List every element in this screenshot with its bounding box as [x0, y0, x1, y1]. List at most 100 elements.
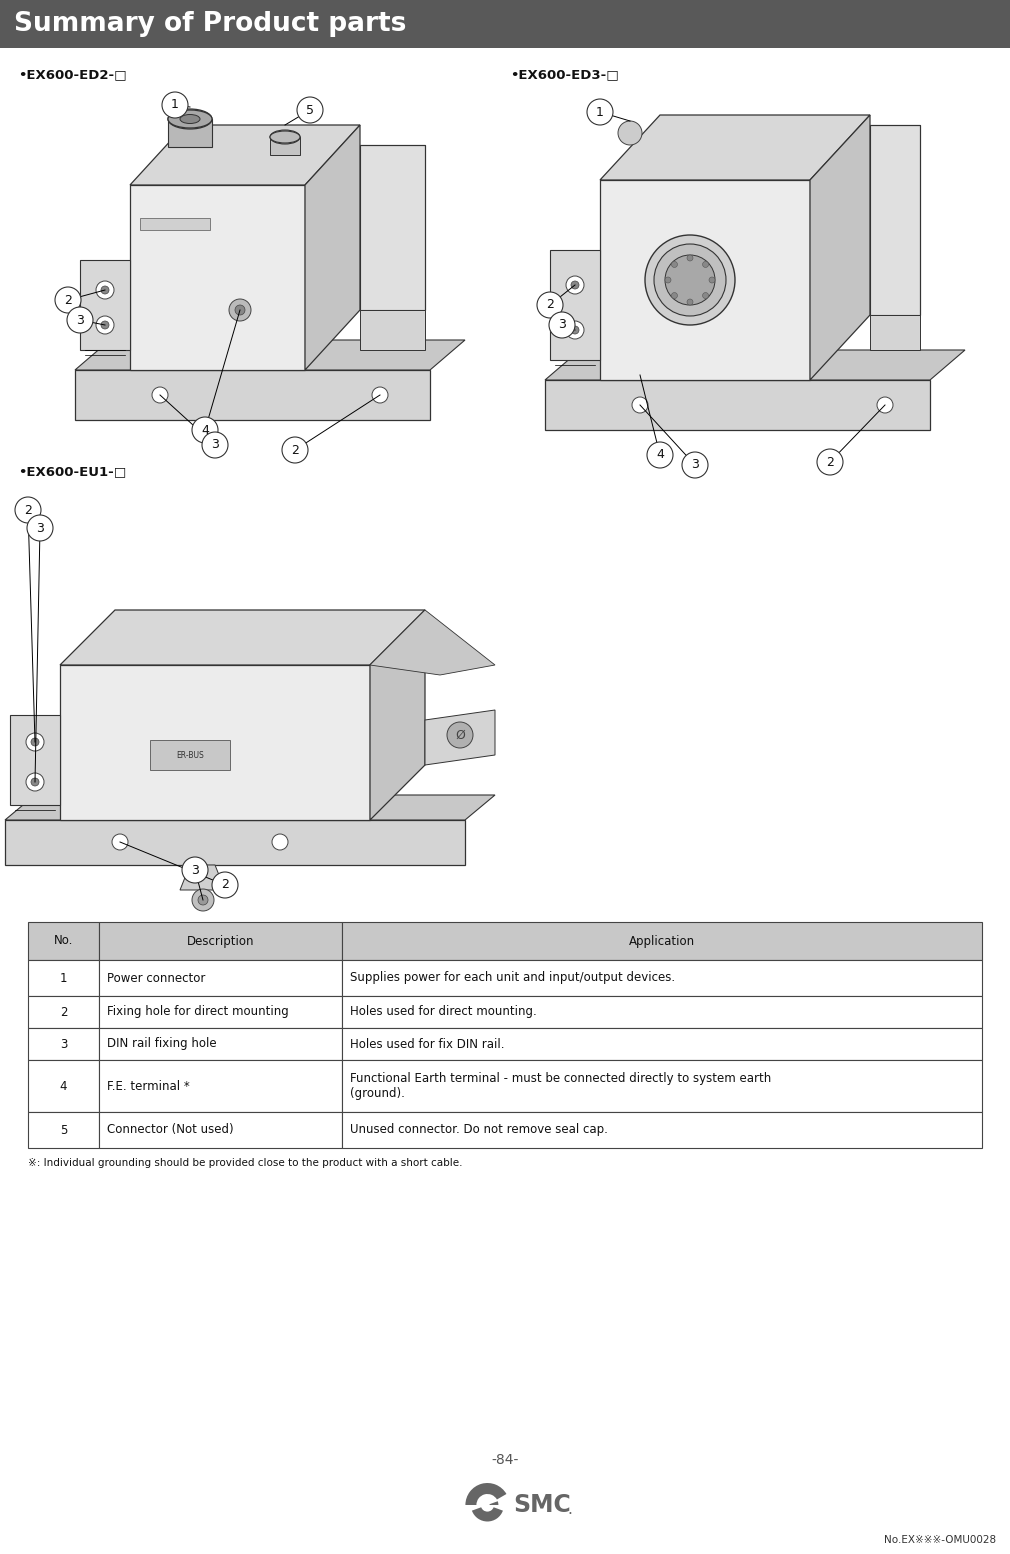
Text: Description: Description [187, 934, 255, 948]
Ellipse shape [180, 115, 200, 123]
Text: 2: 2 [64, 294, 72, 306]
Circle shape [112, 834, 128, 850]
Circle shape [31, 738, 39, 746]
Text: ER-BUS: ER-BUS [176, 751, 204, 760]
Circle shape [272, 834, 288, 850]
Bar [28, 960, 99, 996]
Circle shape [566, 322, 584, 339]
Circle shape [877, 396, 893, 413]
Bar [140, 218, 210, 230]
Bar [28, 922, 99, 960]
Circle shape [15, 497, 41, 524]
Circle shape [55, 287, 81, 312]
Bar [168, 120, 212, 148]
Text: Holes used for direct mounting.: Holes used for direct mounting. [350, 1005, 536, 1018]
Bar [342, 1060, 982, 1113]
Polygon shape [305, 124, 360, 370]
Polygon shape [360, 309, 425, 350]
Text: Application: Application [629, 934, 695, 948]
Text: •EX600-EU1-□: •EX600-EU1-□ [18, 465, 126, 479]
Circle shape [682, 452, 708, 479]
Text: No.EX※※※-OMU0028: No.EX※※※-OMU0028 [884, 1535, 996, 1545]
Circle shape [537, 292, 563, 319]
Circle shape [67, 308, 93, 333]
Polygon shape [545, 350, 965, 381]
Bar [342, 922, 982, 960]
Bar [28, 1029, 99, 1060]
Polygon shape [60, 611, 425, 665]
Circle shape [587, 99, 613, 124]
Circle shape [198, 895, 208, 904]
Circle shape [192, 416, 218, 443]
Ellipse shape [168, 109, 212, 129]
Circle shape [703, 261, 709, 267]
Ellipse shape [168, 110, 212, 127]
Circle shape [571, 281, 579, 289]
Polygon shape [810, 115, 870, 381]
Circle shape [96, 281, 114, 298]
Circle shape [152, 387, 168, 402]
Text: 3: 3 [60, 1038, 68, 1051]
Text: 3: 3 [691, 458, 699, 471]
Text: Unused connector. Do not remove seal cap.: Unused connector. Do not remove seal cap… [350, 1124, 608, 1136]
Circle shape [297, 96, 323, 123]
Text: 3: 3 [36, 522, 44, 535]
Polygon shape [870, 124, 920, 315]
Text: 3: 3 [211, 438, 219, 452]
Circle shape [162, 92, 188, 118]
Bar [99, 1029, 342, 1060]
Circle shape [687, 255, 693, 261]
Circle shape [672, 292, 678, 298]
Wedge shape [472, 1507, 503, 1521]
Bar [342, 960, 982, 996]
Text: 3: 3 [559, 319, 566, 331]
Circle shape [192, 889, 214, 911]
Bar [342, 1113, 982, 1148]
Text: •EX600-ED2-□: •EX600-ED2-□ [18, 68, 126, 81]
Bar [342, 996, 982, 1029]
Circle shape [687, 298, 693, 305]
Text: Summary of Product parts: Summary of Product parts [14, 11, 406, 37]
Circle shape [372, 387, 388, 402]
Ellipse shape [654, 244, 726, 315]
Circle shape [647, 441, 673, 468]
Circle shape [282, 437, 308, 463]
Circle shape [703, 292, 709, 298]
Circle shape [549, 312, 575, 339]
Bar [270, 137, 300, 155]
Polygon shape [75, 370, 430, 420]
Polygon shape [80, 260, 130, 350]
Bar [99, 1060, 342, 1113]
Ellipse shape [665, 255, 715, 305]
Polygon shape [870, 315, 920, 350]
Polygon shape [370, 611, 425, 821]
Polygon shape [550, 250, 600, 361]
Circle shape [26, 772, 44, 791]
Text: 2: 2 [546, 298, 553, 311]
Circle shape [447, 723, 473, 747]
Polygon shape [75, 340, 465, 370]
Text: 4: 4 [60, 1080, 68, 1092]
Text: Supplies power for each unit and input/output devices.: Supplies power for each unit and input/o… [350, 971, 675, 985]
Bar [0, 0, 1010, 48]
Text: No.: No. [54, 934, 73, 948]
Polygon shape [130, 185, 305, 370]
Bar [99, 996, 342, 1029]
Bar [99, 922, 342, 960]
Polygon shape [10, 715, 60, 805]
Circle shape [101, 322, 109, 329]
Bar [342, 1029, 982, 1060]
Text: Holes used for fix DIN rail.: Holes used for fix DIN rail. [350, 1038, 505, 1051]
Circle shape [212, 872, 238, 898]
Polygon shape [130, 124, 360, 185]
Polygon shape [180, 866, 225, 890]
Circle shape [632, 396, 648, 413]
Circle shape [618, 121, 642, 145]
Text: Ø: Ø [456, 729, 465, 741]
Text: 5: 5 [306, 104, 314, 117]
Text: DIN rail fixing hole: DIN rail fixing hole [107, 1038, 216, 1051]
Ellipse shape [270, 131, 300, 145]
Text: 1: 1 [171, 98, 179, 112]
Ellipse shape [645, 235, 735, 325]
Ellipse shape [270, 131, 300, 143]
